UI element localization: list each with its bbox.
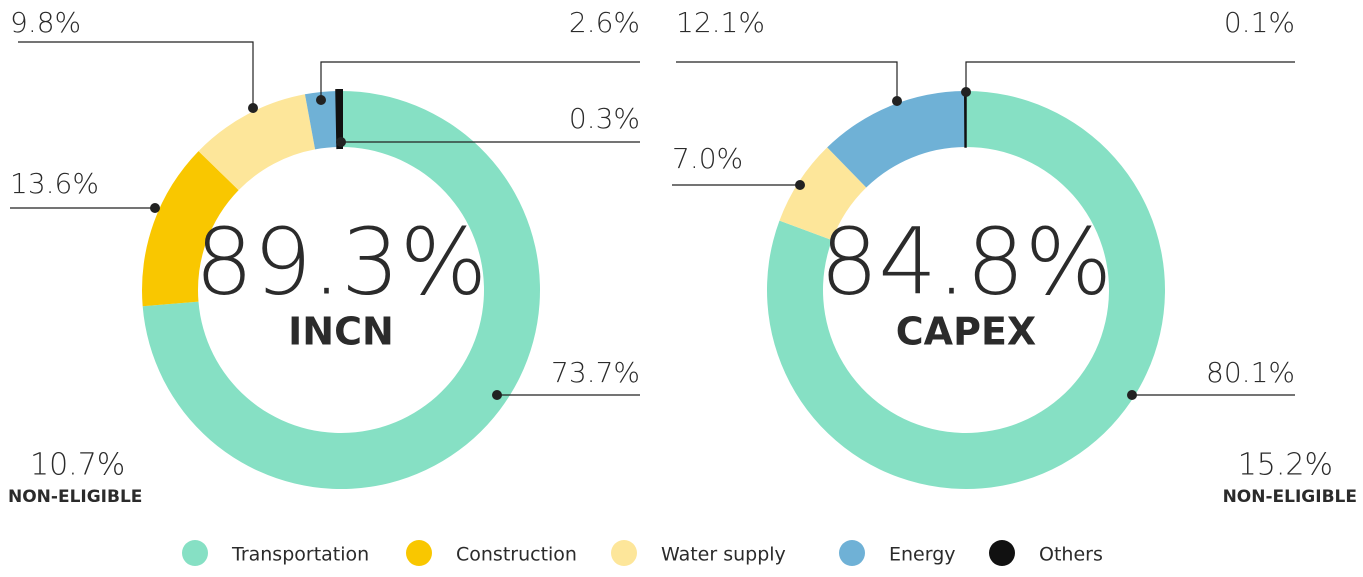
leader-dot xyxy=(795,180,805,190)
legend-swatch xyxy=(182,540,208,566)
legend-label: Water supply xyxy=(661,544,786,566)
legend-label: Construction xyxy=(456,544,577,566)
leader-dot xyxy=(336,137,346,147)
value-label: 73.7% xyxy=(551,356,640,389)
value-label: 12.1% xyxy=(676,6,765,39)
value-label: 13.6% xyxy=(10,167,99,200)
non-eligible-value: 15.2% xyxy=(1238,448,1333,483)
leader-dot xyxy=(248,103,258,113)
leader-dot xyxy=(1127,390,1137,400)
legend-swatch xyxy=(989,540,1015,566)
value-label: 0.3% xyxy=(569,102,640,135)
center-caption: INCN xyxy=(288,310,394,354)
non-eligible-label: NON-ELIGIBLE xyxy=(8,487,142,507)
leader-dot xyxy=(150,203,160,213)
leader-dot xyxy=(961,87,971,97)
center-value: 89.3% xyxy=(195,209,487,316)
non-eligible-label: NON-ELIGIBLE xyxy=(1223,487,1357,507)
value-label: 80.1% xyxy=(1206,356,1295,389)
donut-segment xyxy=(142,151,239,307)
value-label: 9.8% xyxy=(10,6,81,39)
legend-label: Energy xyxy=(889,544,956,566)
donut-segment xyxy=(827,91,966,188)
donut-segment xyxy=(779,147,867,241)
leader-dot xyxy=(316,95,326,105)
value-label: 7.0% xyxy=(672,142,743,175)
donut-segment xyxy=(304,91,339,150)
leader-dot xyxy=(492,390,502,400)
value-label: 2.6% xyxy=(569,6,640,39)
legend-label: Transportation xyxy=(231,544,369,566)
leader-line xyxy=(320,61,640,100)
center-value: 84.8% xyxy=(820,209,1112,316)
leader-line xyxy=(18,41,254,108)
non-eligible-value: 10.7% xyxy=(30,448,125,483)
value-label: 0.1% xyxy=(1224,6,1295,39)
legend-swatch xyxy=(611,540,637,566)
legend-label: Others xyxy=(1039,544,1103,566)
donut-segment xyxy=(198,94,316,191)
leader-dot xyxy=(892,96,902,106)
center-caption: CAPEX xyxy=(896,310,1036,354)
donut-segment xyxy=(963,90,967,148)
leader-line xyxy=(676,61,898,101)
legend-swatch xyxy=(406,540,432,566)
leader-line xyxy=(965,61,1295,92)
legend-swatch xyxy=(839,540,865,566)
